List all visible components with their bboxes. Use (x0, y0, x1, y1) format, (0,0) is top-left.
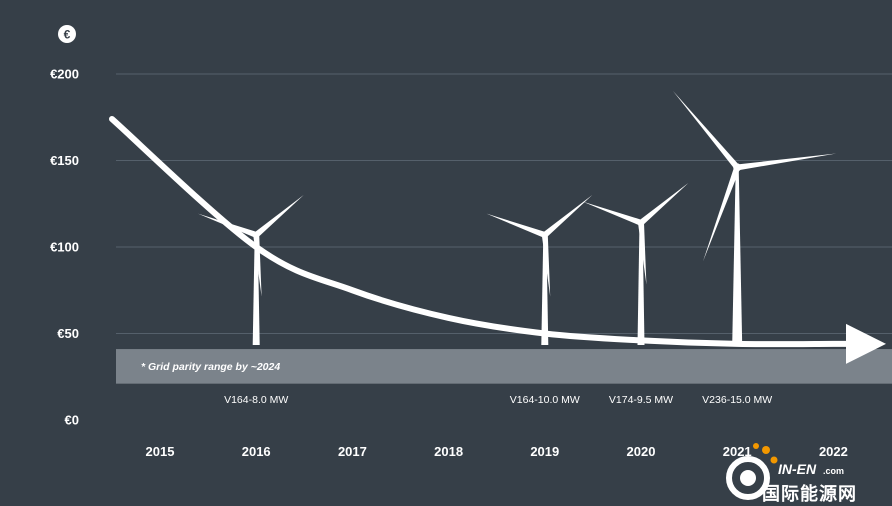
turbine-blade (254, 195, 303, 237)
y-axis-ticks: €200 €150 €100 €50 €0 (50, 67, 79, 428)
grid-parity-band: * Grid parity range by ~2024 (116, 349, 892, 384)
watermark-chinese: 国际能源网 (762, 480, 857, 506)
parity-band-label: * Grid parity range by ~2024 (141, 361, 280, 373)
x-tick-label: 2015 (146, 444, 175, 459)
turbine-blade (583, 202, 642, 226)
turbine-label: V164-8.0 MW (224, 394, 288, 406)
turbine-blade (487, 214, 546, 238)
turbine-label: V164-10.0 MW (510, 394, 580, 406)
turbine-label: V174-9.5 MW (609, 394, 673, 406)
watermark-domain: .com (823, 466, 844, 476)
turbine-hub (542, 232, 548, 238)
y-tick-label: €150 (50, 153, 79, 168)
turbine-blade (737, 154, 836, 171)
x-tick-label: 2019 (530, 444, 559, 459)
turbine-hub (638, 220, 644, 226)
turbine-tower (732, 167, 742, 345)
cost-curve (112, 119, 886, 364)
turbine-hub (253, 232, 259, 238)
gridlines (116, 74, 892, 334)
y-tick-label: €50 (57, 326, 79, 341)
turbine (487, 195, 593, 345)
currency-badge: € (58, 25, 76, 43)
x-tick-label: 2017 (338, 444, 367, 459)
turbine-blade (543, 195, 592, 237)
turbine-blade (673, 91, 740, 170)
y-tick-label: €100 (50, 240, 79, 255)
turbine-hub (733, 163, 741, 171)
turbine-blade (639, 183, 688, 225)
turbine (583, 183, 689, 345)
y-tick-label: €200 (50, 67, 79, 82)
watermark-brand: IN-EN (778, 461, 816, 477)
currency-symbol: € (64, 28, 71, 42)
turbine (198, 195, 304, 345)
x-tick-label: 2020 (627, 444, 656, 459)
x-tick-label: 2018 (434, 444, 463, 459)
watermark: IN-EN .com 国际能源网 (718, 440, 892, 504)
turbine-label: V236-15.0 MW (702, 394, 772, 406)
y-tick-label: €0 (65, 413, 79, 428)
x-tick-label: 2016 (242, 444, 271, 459)
turbine (673, 91, 836, 345)
